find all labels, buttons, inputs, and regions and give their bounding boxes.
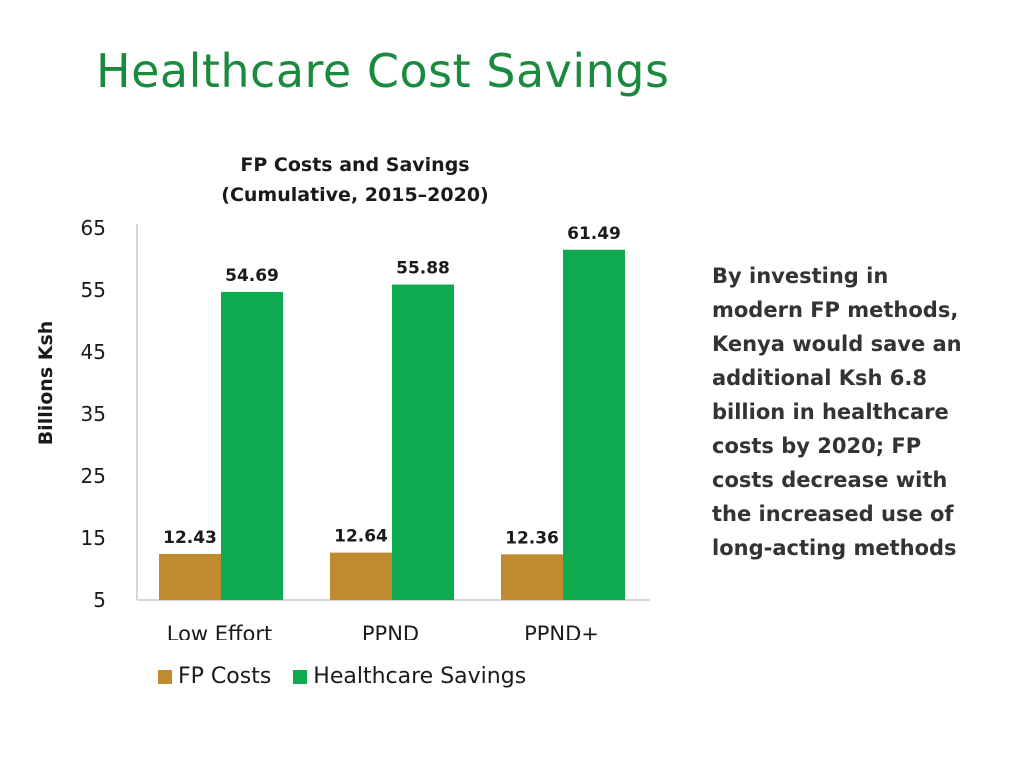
y-tick-label: 5 — [93, 588, 106, 612]
x-tick-label: PPND — [362, 622, 419, 640]
data-label-fp-costs: 12.64 — [334, 527, 388, 547]
bar-fp-costs — [159, 553, 221, 600]
insight-note: By investing in modern FP methods, Kenya… — [712, 259, 1002, 565]
y-tick-label: 45 — [81, 340, 106, 364]
bar-healthcare-savings — [221, 291, 283, 600]
x-tick-label: PPND+ — [524, 622, 599, 640]
data-label-fp-costs: 12.36 — [505, 528, 559, 548]
chart-title-line-1: FP Costs and Savings — [240, 154, 470, 176]
data-label-healthcare-savings: 61.49 — [567, 224, 621, 244]
y-tick-label: 35 — [81, 402, 106, 426]
y-tick-label: 15 — [81, 526, 106, 550]
note-line: billion in healthcare — [712, 400, 949, 424]
note-line: additional Ksh 6.8 — [712, 366, 927, 390]
legend-label-fp-costs: FP Costs — [178, 664, 272, 689]
legend-swatch-healthcare-savings — [293, 669, 308, 684]
slide-title: Healthcare Cost Savings — [96, 44, 670, 98]
legend-label-healthcare-savings: Healthcare Savings — [313, 664, 527, 689]
legend-item-healthcare-savings: Healthcare Savings — [293, 664, 526, 689]
y-tick-label: 55 — [81, 278, 106, 302]
legend-swatch-fp-costs — [158, 669, 172, 684]
note-line: modern FP methods, — [712, 298, 959, 322]
bar-chart: 5 15 25 35 45 55 65 Billions Ksh 12.43 54.69 Low E… — [35, 216, 650, 640]
note-line: long-acting methods — [712, 536, 957, 560]
y-tick-label: 65 — [81, 216, 106, 240]
bar-healthcare-savings — [563, 249, 625, 600]
note-line: Kenya would save an — [712, 332, 962, 356]
note-line: costs decrease with — [712, 468, 948, 492]
data-label-healthcare-savings: 55.88 — [396, 259, 450, 279]
x-tick-label: Low Effort — [167, 622, 272, 640]
chart-title-line-2: (Cumulative, 2015–2020) — [221, 184, 489, 206]
bar-fp-costs — [501, 554, 563, 600]
note-line: By investing in — [712, 264, 889, 288]
data-label-fp-costs: 12.43 — [163, 528, 217, 548]
data-label-healthcare-savings: 54.69 — [225, 266, 279, 286]
note-line: costs by 2020; FP — [712, 434, 922, 458]
bar-healthcare-savings — [392, 284, 454, 600]
chart-title: FP Costs and Savings (Cumulative, 2015–2… — [150, 150, 560, 210]
chart-legend: FP Costs Healthcare Savings — [158, 664, 548, 689]
legend-item-fp-costs: FP Costs — [158, 664, 271, 689]
bar-fp-costs — [330, 552, 392, 600]
note-line: the increased use of — [712, 502, 954, 526]
y-axis-label: Billions Ksh — [35, 321, 57, 446]
y-tick-label: 25 — [81, 464, 106, 488]
